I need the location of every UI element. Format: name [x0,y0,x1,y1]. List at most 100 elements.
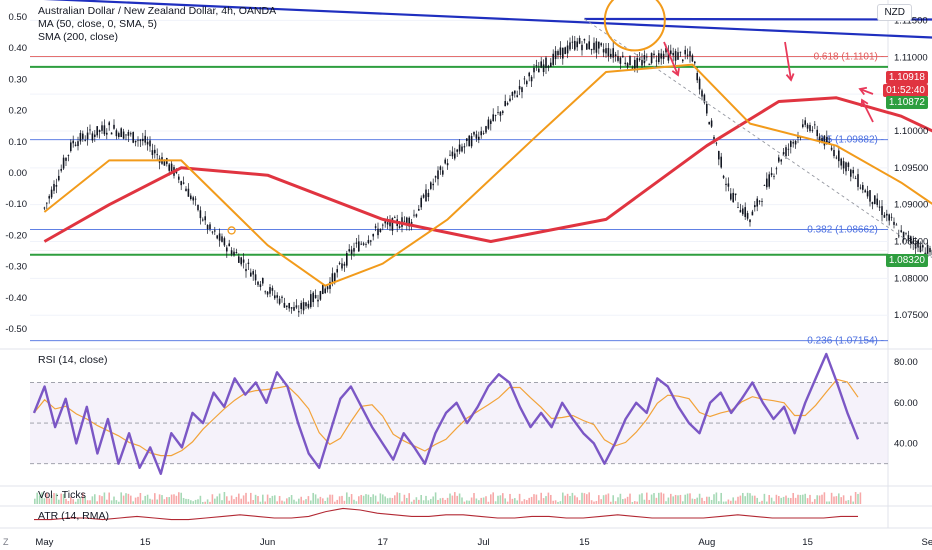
volume-bar [542,498,545,504]
volume-bar [142,500,144,504]
candle-body [758,200,761,202]
trendline [584,17,932,21]
atr-legend[interactable]: ATR (14, RMA) [38,510,109,522]
volume-bar [706,496,708,504]
candle-body [514,90,516,94]
candle-body [422,194,425,198]
volume-bar [319,496,322,504]
volume-bar [535,494,538,504]
volume-bar [259,501,262,504]
candle-body [802,124,804,128]
candle-body [864,190,866,193]
candle-body [250,272,252,277]
volume-bar [828,501,830,504]
volume-bar [624,498,626,504]
candle-body [281,296,283,298]
candle-body [48,196,50,199]
candle-body [96,126,98,136]
volume-bar [737,496,739,504]
candle-body [312,292,314,303]
candle-body [898,235,900,237]
volume-bar [53,493,55,504]
volume-bar [382,494,384,504]
rsi-legend[interactable]: RSI (14, close) [38,354,108,366]
vol-legend[interactable]: Vol · Ticks [38,489,86,501]
volume-bar [662,493,665,504]
candle-body [221,236,223,242]
candle-body [415,214,418,217]
volume-bar [300,496,302,504]
trendline [43,0,932,39]
candle-body [398,226,401,228]
volume-bar [787,497,790,504]
candle-body [518,86,521,90]
rsi-axis-tick: 60.00 [894,398,918,409]
candle-body [550,62,552,68]
candle-body [300,302,302,309]
left-axis-tick: 0.50 [9,12,28,23]
volume-bar [648,499,650,504]
candle-body [497,112,499,113]
candle-body [578,37,581,44]
volume-bar [586,494,588,504]
volume-bar [235,496,238,504]
candle-body [754,205,756,208]
candle-body [746,213,749,219]
volume-bar [540,492,542,504]
volume-bar [257,496,259,504]
candle-body [917,240,919,248]
candle-body [329,281,331,289]
volume-bar [715,492,718,504]
volume-bar [818,495,821,504]
candle-body [211,231,214,233]
candle-body [622,55,624,58]
volume-bar [470,497,473,504]
volume-bar [694,499,696,504]
volume-bar [422,500,425,504]
volume-bar [353,499,355,504]
candle-body [322,284,324,294]
volume-bar [463,501,466,504]
candle-body [768,174,770,187]
candle-body [799,137,802,139]
volume-bar [761,500,763,504]
x-axis-tick: 15 [579,537,590,548]
candle-body [528,72,530,77]
volume-bar [276,501,278,504]
candle-body [811,129,814,131]
sma-legend[interactable]: SMA (200, close) [38,31,118,43]
candle-body [624,62,626,64]
volume-bar [310,500,312,504]
candle-body [912,240,914,244]
volume-bar [374,495,377,504]
volume-bar [362,495,365,504]
candle-body [538,68,540,73]
annotation-arrow [663,41,679,76]
candle-body [581,44,583,51]
candle-body [302,302,305,311]
currency-badge[interactable]: NZD [877,4,912,21]
volume-bar [595,500,598,504]
candle-body [355,242,358,244]
candle-body [665,47,667,53]
candle-body [792,142,794,144]
candle-body [655,60,658,62]
volume-bar [854,492,857,504]
candle-body [403,220,406,222]
candle-body [144,135,146,143]
volume-bar [684,494,686,504]
candle-body [194,198,197,200]
footer-z[interactable]: Z [3,537,9,547]
candle-body [502,111,504,113]
volume-bar [588,492,590,504]
candle-body [708,121,710,125]
candle-body [449,154,451,156]
candle-body [926,244,929,257]
candle-body [101,125,103,131]
candle-body [766,178,768,188]
ma-legend[interactable]: MA (50, close, 0, SMA, 5) [38,18,158,30]
volume-bar [442,497,444,504]
candle-body [499,111,502,116]
volume-bar [418,499,420,504]
